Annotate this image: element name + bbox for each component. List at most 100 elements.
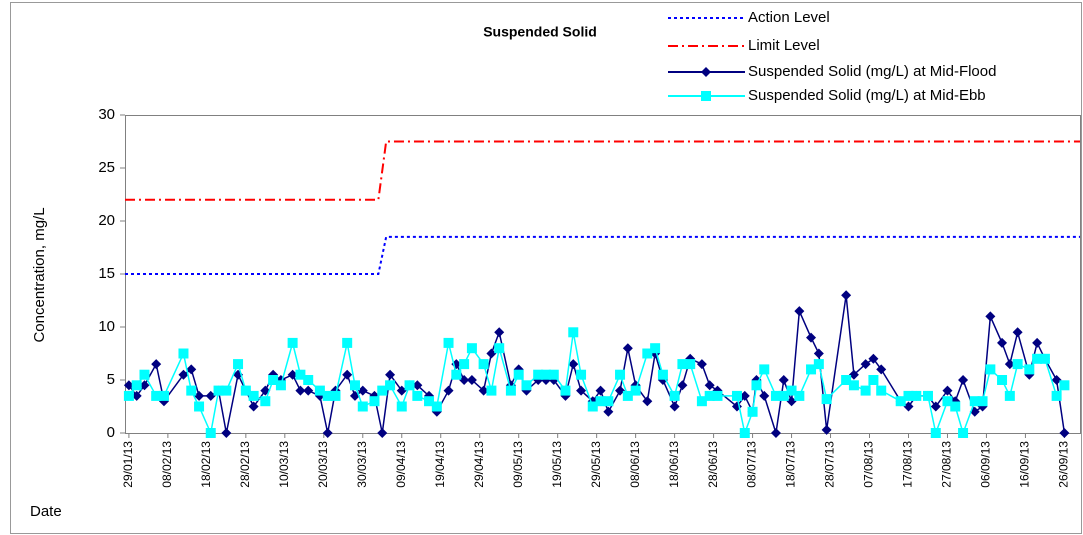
data-point: [997, 375, 1008, 385]
data-point: [712, 390, 723, 401]
data-point: [396, 385, 407, 396]
data-point: [1051, 375, 1062, 385]
x-tick-label: 08/07/13: [745, 441, 759, 488]
data-point: [342, 369, 353, 380]
data-point: [377, 428, 388, 438]
data-point: [595, 385, 606, 396]
data-point: [158, 390, 169, 401]
data-point: [778, 390, 789, 401]
data-point: [540, 369, 551, 380]
legend-label: Action Level: [748, 9, 830, 26]
legend-marker: [701, 67, 711, 77]
data-point: [930, 428, 941, 438]
data-point: [813, 348, 824, 359]
data-point: [178, 369, 189, 380]
data-point: [860, 385, 871, 396]
data-point: [151, 390, 162, 401]
x-tick-label: 19/05/13: [550, 441, 564, 488]
data-point: [958, 375, 969, 385]
data-point: [478, 385, 489, 396]
y-tick-label: 15: [98, 265, 115, 282]
data-point: [275, 380, 286, 391]
data-point: [505, 385, 516, 396]
data-point: [860, 359, 871, 370]
data-point: [560, 385, 571, 396]
data-point: [950, 401, 961, 412]
data-point: [1004, 390, 1015, 401]
data-point: [1004, 359, 1015, 370]
x-tick-label: 16/09/13: [1018, 441, 1032, 488]
x-axis-label: Date: [30, 503, 62, 520]
data-point: [357, 385, 368, 396]
data-point: [205, 428, 216, 438]
data-point: [443, 337, 454, 348]
data-point: [806, 364, 817, 375]
y-tick-label: 5: [107, 371, 115, 388]
data-point: [260, 396, 271, 407]
data-point: [903, 390, 914, 401]
data-point: [615, 385, 626, 396]
data-point: [969, 396, 980, 407]
x-tick-label: 18/06/13: [667, 441, 681, 488]
data-point: [622, 390, 633, 401]
x-tick-label: 28/02/13: [238, 441, 252, 488]
data-point: [466, 343, 477, 354]
chart-title: Suspended Solid: [483, 24, 597, 40]
data-point: [295, 385, 306, 396]
data-point: [412, 390, 423, 401]
legend-marker: [701, 91, 711, 101]
data-point: [139, 369, 150, 380]
data-point: [466, 375, 477, 385]
data-point: [759, 390, 770, 401]
data-point: [287, 369, 298, 380]
data-point: [287, 337, 298, 348]
data-point: [424, 396, 435, 407]
data-point: [314, 385, 325, 396]
data-point: [494, 343, 505, 354]
data-point: [123, 380, 134, 391]
data-point: [942, 396, 953, 407]
data-point: [603, 396, 614, 407]
data-point: [194, 401, 205, 412]
data-point: [985, 364, 996, 375]
data-point: [548, 369, 559, 380]
data-point: [821, 394, 832, 405]
data-point: [770, 428, 781, 438]
data-point: [868, 375, 879, 385]
data-point: [385, 369, 396, 380]
x-tick-label: 08/06/13: [628, 441, 642, 488]
data-point: [568, 359, 579, 370]
data-point: [1051, 390, 1062, 401]
data-point: [248, 390, 259, 401]
x-tick-label: 28/06/13: [706, 441, 720, 488]
data-point: [911, 390, 922, 401]
data-point: [1012, 359, 1023, 370]
data-point: [568, 327, 579, 338]
data-point: [396, 401, 407, 412]
data-point: [669, 401, 680, 412]
data-point: [369, 396, 380, 407]
data-point: [677, 380, 688, 391]
data-point: [739, 390, 750, 401]
data-point: [696, 396, 707, 407]
data-point: [587, 401, 598, 412]
data-point: [513, 369, 524, 380]
data-point: [248, 401, 259, 412]
data-point: [533, 369, 544, 380]
data-point: [622, 343, 633, 354]
data-point: [895, 396, 906, 407]
data-point: [494, 327, 505, 338]
data-point: [841, 375, 852, 385]
data-point: [794, 306, 805, 317]
data-point: [268, 375, 279, 385]
data-point: [868, 353, 879, 364]
chart-frame: [10, 2, 1082, 534]
data-point: [696, 359, 707, 370]
data-point: [958, 428, 969, 438]
data-point: [404, 380, 415, 391]
data-point: [1024, 364, 1035, 375]
data-point: [603, 406, 614, 417]
data-point: [848, 369, 859, 380]
data-point: [1059, 428, 1070, 438]
